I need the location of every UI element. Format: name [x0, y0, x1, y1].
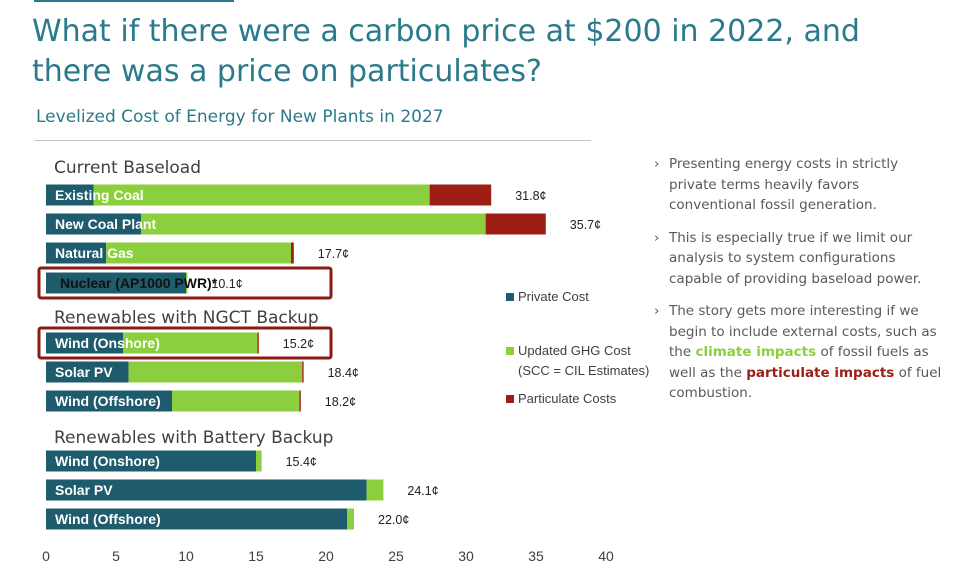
value-label: 18.2¢	[325, 395, 356, 409]
bar-segment-private	[46, 450, 256, 472]
value-label: 10.1¢	[211, 277, 242, 291]
bar-segment-particulate	[257, 332, 259, 354]
bar-segment-ghg	[106, 242, 291, 264]
group-header: Current Baseload	[54, 158, 201, 178]
bar-label: Wind (Onshore)	[55, 453, 160, 469]
highlight-text-green: climate impacts	[695, 344, 817, 360]
bullet-item: › This is especially true if we limit our…	[654, 228, 944, 290]
bar-segment-ghg	[172, 390, 300, 412]
bar-label: Wind (Offshore)	[55, 393, 161, 409]
legend-label-line2: (SCC = CIL Estimates)	[518, 363, 649, 378]
group-header: Renewables with NGCT Backup	[54, 308, 319, 328]
x-tick-label: 0	[42, 548, 50, 564]
subtitle-rule	[34, 140, 591, 141]
bar-segment-private	[46, 390, 172, 412]
legend-swatch-ghg	[506, 347, 514, 355]
bar-segment-ghg	[128, 361, 303, 383]
bar-segment-ghg	[256, 450, 262, 472]
bar-segment-private	[46, 184, 94, 206]
slide-title: What if there were a carbon price at $20…	[32, 14, 860, 89]
legend-label: Updated GHG Cost	[518, 343, 631, 358]
value-label: 17.7¢	[318, 247, 349, 261]
bullet-text: of fuel combustion.	[669, 364, 942, 402]
x-tick-label: 15	[248, 548, 264, 564]
bar-segment-private	[46, 213, 142, 235]
bar-label: Natural Gas	[55, 245, 134, 261]
legend-swatch-private	[506, 293, 514, 301]
bar-label: Wind (Offshore)	[55, 511, 161, 527]
value-label: 24.1¢	[407, 484, 438, 498]
x-tick-label: 35	[528, 548, 544, 564]
value-label: 15.4¢	[286, 455, 317, 469]
bar-segment-ghg	[347, 508, 354, 530]
x-tick-label: 30	[458, 548, 474, 564]
bar-segment-ghg	[186, 272, 188, 294]
bar-segment-ghg	[366, 479, 384, 501]
bullet-text: The story gets more interesting if we be…	[669, 303, 937, 360]
value-label: 22.0¢	[378, 513, 409, 527]
bullet-text: This is especially true if we limit our …	[669, 229, 922, 287]
bar-segment-particulate	[429, 184, 492, 206]
stacked-bar-chart: Current Baseload Existing Coal 31.8¢ New Co…	[37, 158, 649, 564]
bullet-item: › The story gets more interesting if we b…	[654, 301, 944, 404]
bullet-marker: ›	[654, 229, 660, 246]
chart-subtitle: Levelized Cost of Energy for New Plants …	[36, 107, 444, 127]
bar-segment-ghg	[141, 213, 486, 235]
value-label: 31.8¢	[515, 189, 546, 203]
bullet-list: › Presenting energy costs in strictly pri…	[654, 154, 944, 416]
highlight-text-red: particulate impacts	[746, 364, 895, 381]
bullet-text: Presenting energy costs in strictly priv…	[669, 156, 899, 213]
bar-segment-ghg	[93, 184, 430, 206]
value-label: 15.2¢	[283, 337, 314, 351]
bar-segment-private	[46, 242, 107, 264]
bar-label: Solar PV	[55, 364, 113, 380]
value-label: 18.4¢	[328, 366, 359, 380]
bar-segment-particulate	[485, 213, 546, 235]
top-accent-rule	[34, 0, 234, 2]
bullet-marker: ›	[654, 156, 660, 172]
bar-label: Nuclear (AP1000 PWR)*	[60, 275, 218, 291]
x-tick-label: 40	[598, 548, 614, 564]
group-header: Renewables with Battery Backup	[54, 428, 333, 448]
bullet-marker: ›	[654, 303, 660, 319]
bar-segment-ghg	[123, 332, 258, 354]
bullet-text: of fossil fuels as well as the	[669, 344, 929, 381]
bar-segment-private	[46, 332, 123, 354]
x-tick-label: 25	[388, 548, 404, 564]
legend-label: Private Cost	[518, 289, 589, 304]
bar-label: Wind (Onshore)	[55, 335, 160, 351]
bar-label: Solar PV	[55, 482, 113, 498]
x-tick-label: 10	[178, 548, 194, 564]
x-tick-label: 20	[318, 548, 334, 564]
bar-label: Existing Coal	[55, 187, 144, 203]
legend-swatch-particulate	[506, 395, 514, 403]
highlight-box	[37, 266, 333, 300]
bar-segment-private	[46, 361, 129, 383]
legend-label: Particulate Costs	[518, 391, 617, 406]
highlight-box	[37, 326, 333, 360]
bullet-item: › Presenting energy costs in strictly pri…	[654, 154, 944, 216]
bar-segment-private	[46, 272, 186, 294]
x-tick-label: 5	[112, 548, 120, 564]
bar-segment-private	[46, 479, 367, 501]
value-label: 35.7¢	[570, 218, 601, 232]
bar-segment-particulate	[302, 361, 304, 383]
bar-label: New Coal Plant	[55, 216, 156, 232]
bar-segment-private	[46, 508, 347, 530]
bar-segment-particulate	[299, 390, 301, 412]
bar-segment-particulate	[291, 242, 294, 264]
